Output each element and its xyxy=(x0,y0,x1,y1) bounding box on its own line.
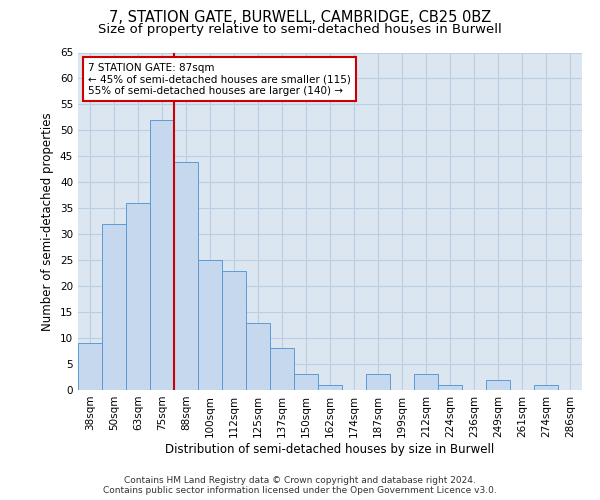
Bar xyxy=(414,374,438,390)
Bar xyxy=(318,385,342,390)
Bar xyxy=(438,385,462,390)
X-axis label: Distribution of semi-detached houses by size in Burwell: Distribution of semi-detached houses by … xyxy=(166,442,494,456)
Text: 7 STATION GATE: 87sqm
← 45% of semi-detached houses are smaller (115)
55% of sem: 7 STATION GATE: 87sqm ← 45% of semi-deta… xyxy=(88,62,351,96)
Bar xyxy=(246,322,270,390)
Bar xyxy=(126,203,150,390)
Bar xyxy=(198,260,222,390)
Bar xyxy=(78,344,102,390)
Text: 7, STATION GATE, BURWELL, CAMBRIDGE, CB25 0BZ: 7, STATION GATE, BURWELL, CAMBRIDGE, CB2… xyxy=(109,10,491,25)
Text: Size of property relative to semi-detached houses in Burwell: Size of property relative to semi-detach… xyxy=(98,22,502,36)
Bar xyxy=(294,374,318,390)
Bar xyxy=(534,385,558,390)
Bar xyxy=(102,224,126,390)
Bar xyxy=(486,380,510,390)
Bar xyxy=(222,270,246,390)
Bar xyxy=(366,374,390,390)
Bar xyxy=(174,162,198,390)
Bar xyxy=(270,348,294,390)
Text: Contains HM Land Registry data © Crown copyright and database right 2024.
Contai: Contains HM Land Registry data © Crown c… xyxy=(103,476,497,495)
Bar xyxy=(150,120,174,390)
Y-axis label: Number of semi-detached properties: Number of semi-detached properties xyxy=(41,112,55,330)
